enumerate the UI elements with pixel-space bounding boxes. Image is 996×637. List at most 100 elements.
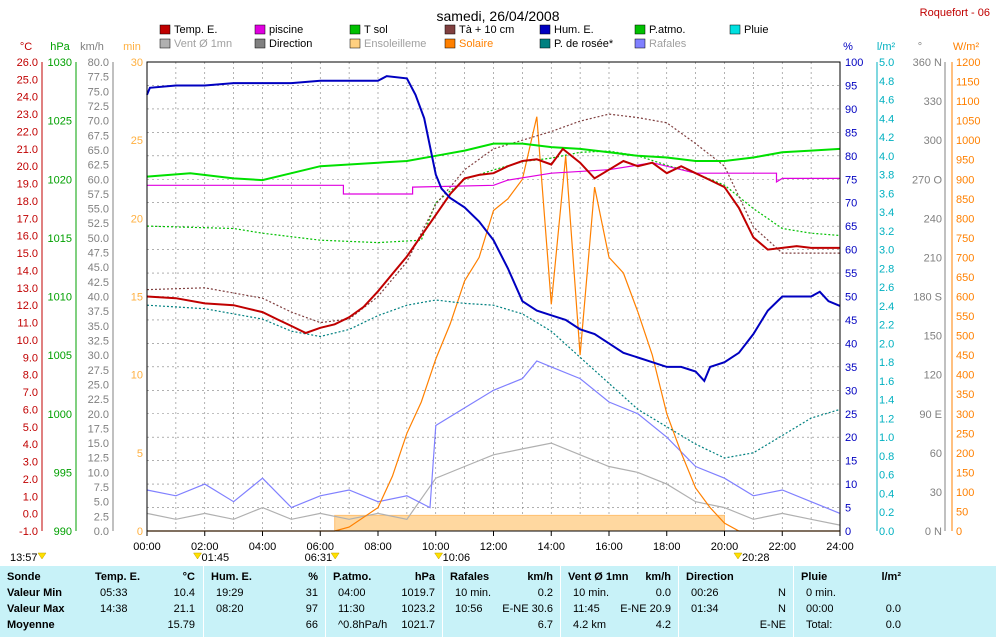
axis-tick-temp: 16.0 <box>17 231 38 243</box>
stats-cell-label: 01:34 <box>691 603 719 615</box>
stats-col-header: Rafales <box>450 571 490 583</box>
axis-tick-wind: 32.5 <box>88 335 109 347</box>
axis-unit-solar: W/m² <box>953 41 980 53</box>
axis-unit-rain: l/m² <box>877 41 896 53</box>
axis-tick-solar: 800 <box>956 213 974 225</box>
series-t-10-cm <box>146 113 840 324</box>
axis-tick-humidity: 85 <box>845 127 857 139</box>
stats-column: Pluie l/m² 0 min. 00:00 0.0 Total: 0.0 <box>793 566 909 637</box>
stats-cell-value: 6.7 <box>537 619 553 631</box>
legend-swatch <box>444 24 456 35</box>
axis-tick-rain: 4.6 <box>879 95 894 107</box>
legend-label: Pluie <box>744 24 768 36</box>
axis-tick-solar: 150 <box>956 467 974 479</box>
axis-unit-temp: °C <box>20 41 32 53</box>
legend-swatch <box>349 24 361 35</box>
axis-tick-rain: 4.2 <box>879 132 894 144</box>
axis-tick-temp: 17.0 <box>17 213 38 225</box>
event-markers: 13:57 01:45 06:31 10:06 20:28 <box>10 552 770 564</box>
row-label-min: Valeur Min <box>7 587 63 599</box>
axis-tick-solar: 1150 <box>956 77 980 89</box>
axis-tick-solar: 250 <box>956 428 974 440</box>
series-rafales <box>146 360 841 514</box>
axis-tick-temp: 8.0 <box>23 370 38 382</box>
x-tick-label: 20:00 <box>711 541 739 553</box>
stats-table: Sonde Valeur Min Valeur Max Moyenne Temp… <box>0 566 996 637</box>
axis-tick-solar: 1050 <box>956 116 980 128</box>
x-tick-label: 24:00 <box>826 541 854 553</box>
stats-cell-label: ^0.8hPa/h <box>338 619 388 631</box>
axis-tick-pressure: 995 <box>54 467 72 479</box>
axis-tick-wind: 7.5 <box>94 482 109 494</box>
stats-col-unit: % <box>308 571 318 583</box>
stats-col-header: Hum. E. <box>211 571 252 583</box>
stats-col-header: Vent Ø 1mn <box>568 571 629 583</box>
event-label: 10:06 <box>443 552 471 564</box>
series-ensoleilleme <box>147 514 840 532</box>
axis-tick-wind: 62.5 <box>88 160 109 172</box>
legend-swatch <box>634 38 646 49</box>
axis-tick-rain: 3.6 <box>879 188 894 200</box>
axis-tick-temp: 10.0 <box>17 335 38 347</box>
axis-tick-rain: 1.8 <box>879 357 894 369</box>
axis-tick-solar: 650 <box>956 272 974 284</box>
axis-tick-min: 10 <box>131 370 143 382</box>
axis-tick-humidity: 90 <box>845 104 857 116</box>
axis-tick-rain: 2.8 <box>879 263 894 275</box>
axis-tick-rain: 0.2 <box>879 507 894 519</box>
stats-cell-value: E-NE 30.6 <box>502 603 553 615</box>
x-tick-label: 04:00 <box>249 541 277 553</box>
axis-tick-temp: 21.0 <box>17 144 38 156</box>
series-temp-e <box>146 147 840 335</box>
stats-cell-value: 0.0 <box>885 603 901 615</box>
stats-cell-label: 10 min. <box>455 587 492 599</box>
axis-tick-wind: 35.0 <box>88 321 109 333</box>
weather-chart: samedi, 26/04/2008 Roquefort - 06 Temp. … <box>10 7 990 564</box>
axis-tick-humidity: 50 <box>845 292 857 304</box>
axis-tick-pressure: 1000 <box>48 409 72 421</box>
series-piscine <box>147 162 840 195</box>
event-marker <box>193 552 202 560</box>
row-labels-column: Sonde Valeur Min Valeur Max Moyenne <box>0 566 88 637</box>
axis-tick-temp: 14.0 <box>17 265 38 277</box>
axis-tick-rain: 0.8 <box>879 451 894 463</box>
axis-tick-rain: 3.0 <box>879 245 894 257</box>
axis-tick-rain: 3.2 <box>879 226 894 238</box>
axis-tick-temp: 23.0 <box>17 109 38 121</box>
axis-tick-rain: 5.0 <box>879 57 894 69</box>
axis-tick-min: 25 <box>131 135 143 147</box>
axis-tick-direction: 270 O <box>912 174 942 186</box>
axis-tick-solar: 700 <box>956 252 974 264</box>
stats-col-header: P.atmo. <box>333 571 372 583</box>
event-label: 01:45 <box>202 552 230 564</box>
axis-tick-rain: 0.6 <box>879 470 894 482</box>
axis-tick-solar: 450 <box>956 350 974 362</box>
axis-tick-min: 5 <box>137 448 143 460</box>
stats-cell-value: N <box>778 587 786 599</box>
axis-tick-wind: 60.0 <box>88 174 109 186</box>
axis-tick-solar: 50 <box>956 506 968 518</box>
axis-tick-solar: 500 <box>956 331 974 343</box>
axis-tick-wind: 17.5 <box>88 423 109 435</box>
row-label-mean: Moyenne <box>7 619 55 631</box>
axis-tick-temp: 7.0 <box>23 387 38 399</box>
series-solaire <box>147 116 840 532</box>
axis-tick-temp: 2.0 <box>23 474 38 486</box>
legend-label: Ensoleilleme <box>364 38 426 50</box>
axis-tick-rain: 2.0 <box>879 338 894 350</box>
axis-tick-rain: 3.8 <box>879 170 894 182</box>
axes: 00:00 02:00 04:00 06:00 08:00 10:00 12:00 14:00… <box>17 41 981 553</box>
axis-tick-direction: 300 <box>924 135 942 147</box>
axis-tick-solar: 200 <box>956 448 974 460</box>
axis-tick-wind: 42.5 <box>88 277 109 289</box>
stats-cell-value: 0.0 <box>655 587 671 599</box>
stats-cell-label: 00:00 <box>806 603 834 615</box>
axis-tick-wind: 50.0 <box>88 233 109 245</box>
axis-unit-direction: ° <box>918 41 922 53</box>
legend-swatch <box>349 38 361 49</box>
axis-tick-rain: 2.2 <box>879 320 894 332</box>
stats-column: Temp. E. °C 05:33 10.4 14:38 21.1 15.79 <box>88 566 203 637</box>
axis-tick-direction: 150 <box>924 331 942 343</box>
legend: Temp. E. piscine T sol Tà + 10 cm Hum. E. P.a… <box>159 24 768 50</box>
axis-tick-direction: 360 N <box>913 57 942 69</box>
